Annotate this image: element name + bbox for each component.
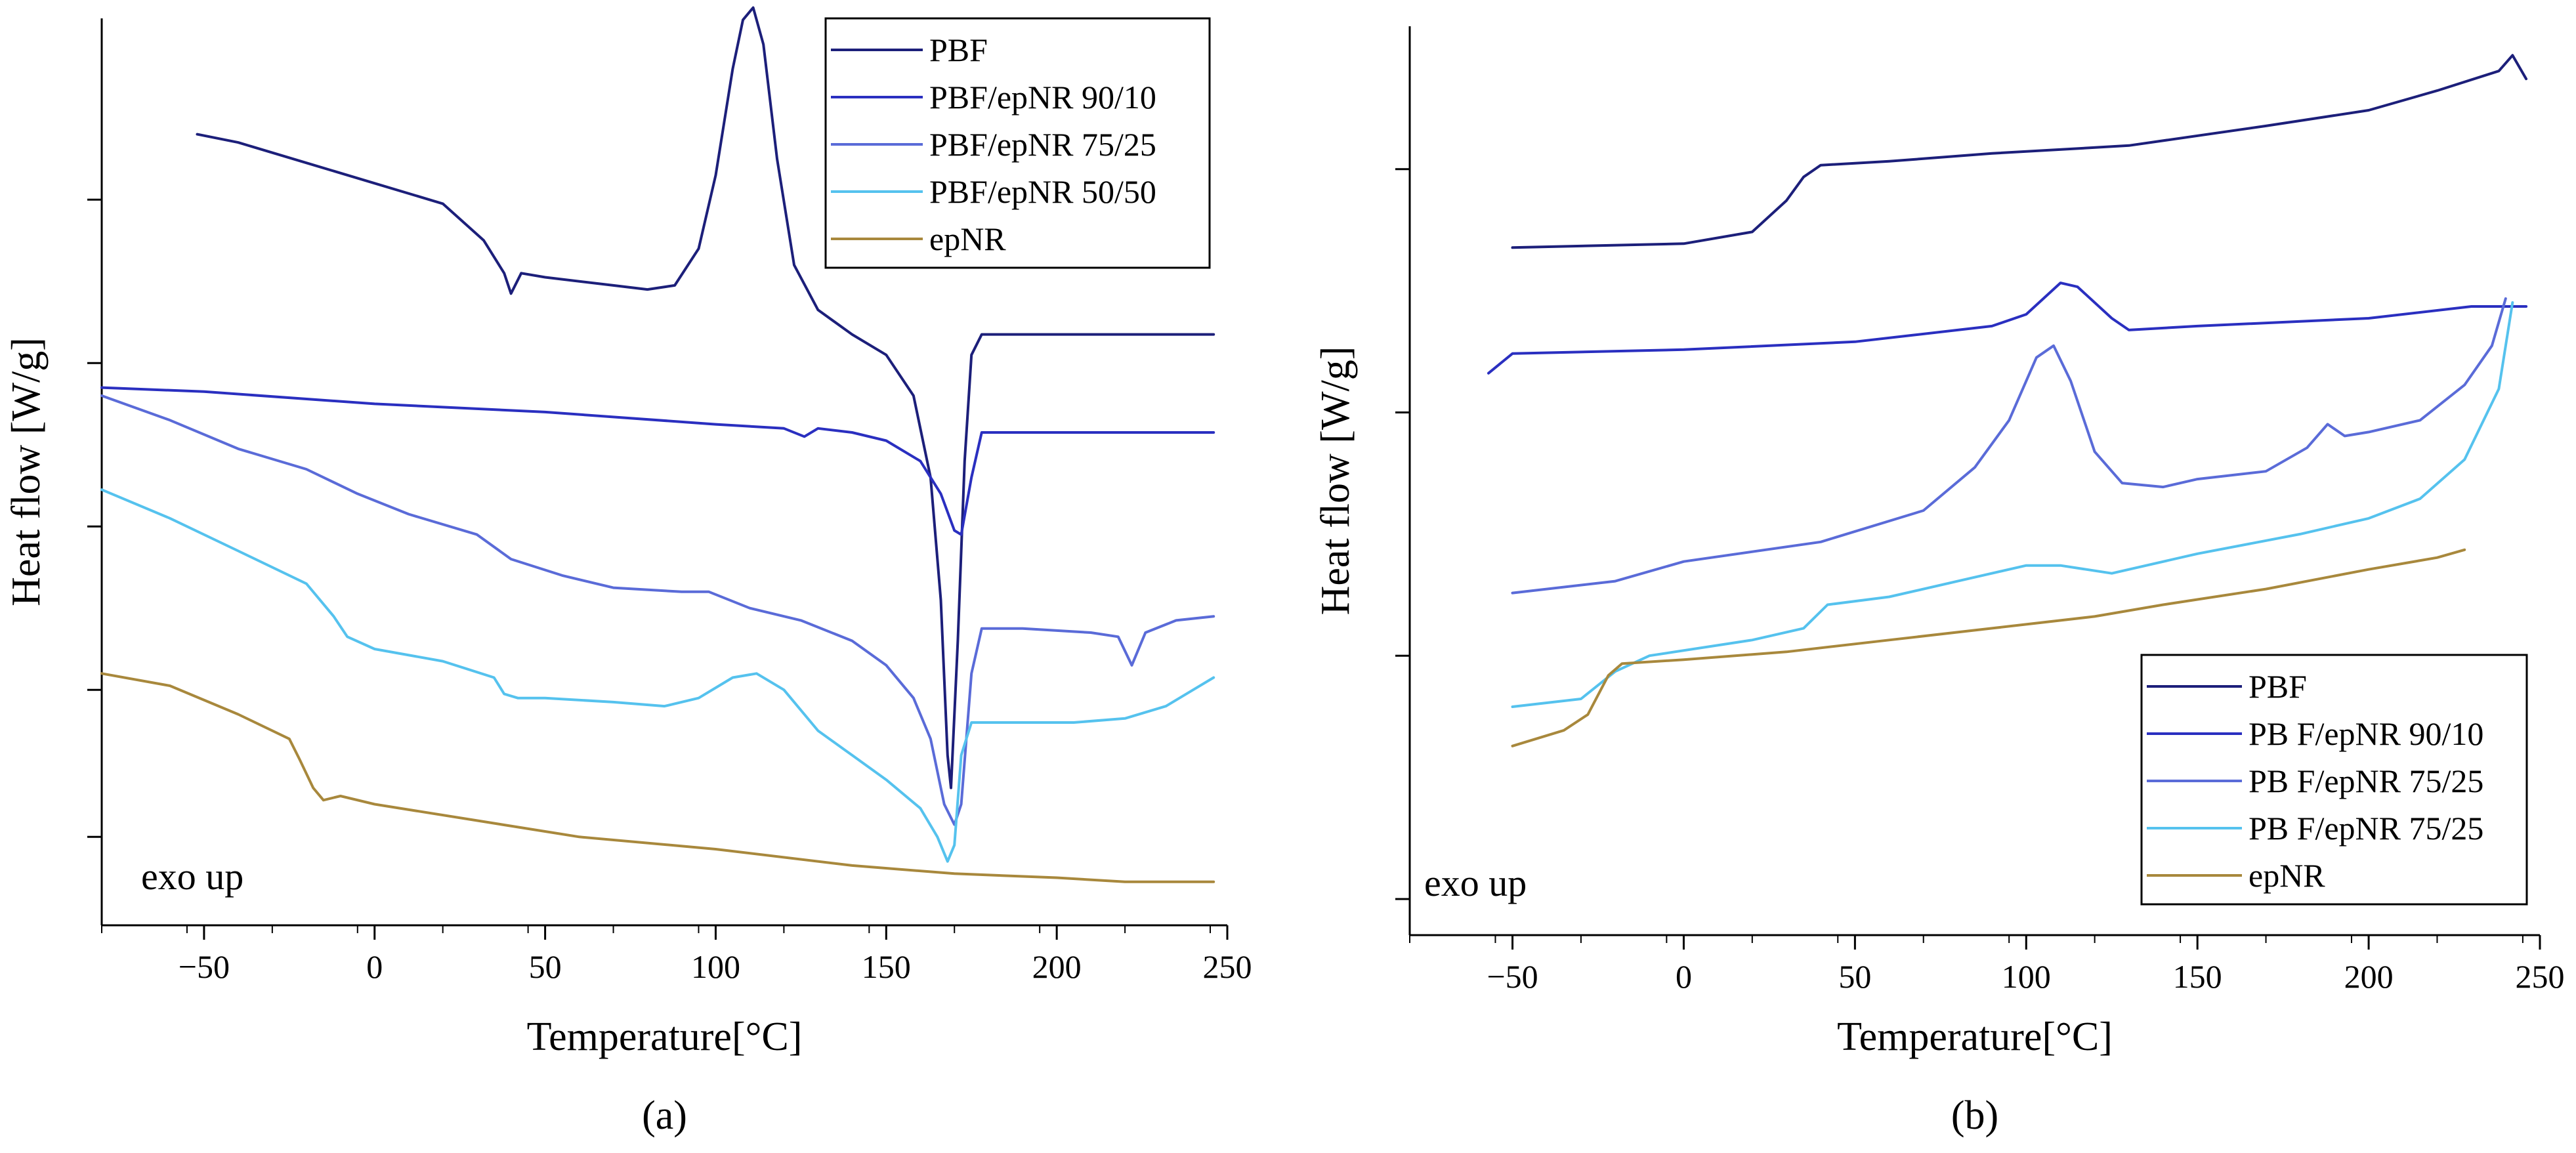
series-line-epnr [100, 672, 1215, 883]
x-tick-label: −50 [179, 948, 230, 985]
series-line-pbf [1511, 54, 2528, 249]
panel-b: −50 0 50 100 150 200 250 Temperature[°C] Heat fl… [1313, 26, 2565, 1138]
legend-label: epNR [2249, 857, 2325, 894]
x-tick-label: 250 [2516, 958, 2565, 995]
legend-label: PB F/epNR 75/25 [2249, 763, 2483, 799]
panel-a: −50 0 50 100 150 200 250 Temperature[°C] Heat fl… [4, 6, 1252, 1138]
x-tick-label: 50 [529, 948, 562, 985]
legend-label: PBF/epNR 50/50 [929, 173, 1156, 210]
x-tick-label: 150 [2173, 958, 2222, 995]
legend-label: PBF [2249, 668, 2307, 705]
legend-label: PBF/epNR 90/10 [929, 79, 1156, 115]
x-axis-title: Temperature[°C] [1837, 1015, 2113, 1059]
legend-label: epNR [929, 220, 1006, 257]
legend-label: PB F/epNR 90/10 [2249, 715, 2483, 752]
x-tick-label: 250 [1203, 948, 1252, 985]
x-tick-label: 0 [366, 948, 383, 985]
legend-label: PBF/epNR 75/25 [929, 126, 1156, 163]
y-axis-title: Heat flow [W/g] [1313, 346, 1358, 616]
x-tick-label: 100 [691, 948, 740, 985]
series-line-pbf-epnr-75-25 [1511, 297, 2507, 595]
x-tick-label: 200 [2344, 958, 2394, 995]
exo-up-annotation: exo up [1424, 862, 1527, 904]
panel-label: (b) [1951, 1093, 1998, 1138]
x-tick-label: 200 [1032, 948, 1082, 985]
x-tick-label: 100 [2002, 958, 2051, 995]
series-line-pbf-epnr-90-10 [1487, 282, 2528, 375]
panel-label: (a) [642, 1093, 687, 1138]
series-line-pbf [196, 6, 1215, 789]
x-axis-title: Temperature[°C] [527, 1015, 803, 1059]
series-line-pbf-epnr-90-10 [100, 386, 1215, 536]
legend-label: PB F/epNR 75/25 [2249, 810, 2483, 847]
x-tick-label: 50 [1838, 958, 1871, 995]
series-line-epnr [1511, 548, 2466, 747]
series-line-pbf-epnr-50-50 [1511, 301, 2514, 708]
y-axis-title: Heat flow [W/g] [4, 337, 49, 606]
series-line-pbf-epnr-50-50 [100, 488, 1215, 863]
exo-up-annotation: exo up [141, 855, 243, 898]
x-tick-label: 150 [862, 948, 911, 985]
x-tick-label: −50 [1487, 958, 1538, 995]
x-tick-label: 0 [1676, 958, 1692, 995]
series-line-pbf-epnr-75-25 [100, 394, 1215, 826]
legend-label: PBF [929, 31, 988, 68]
